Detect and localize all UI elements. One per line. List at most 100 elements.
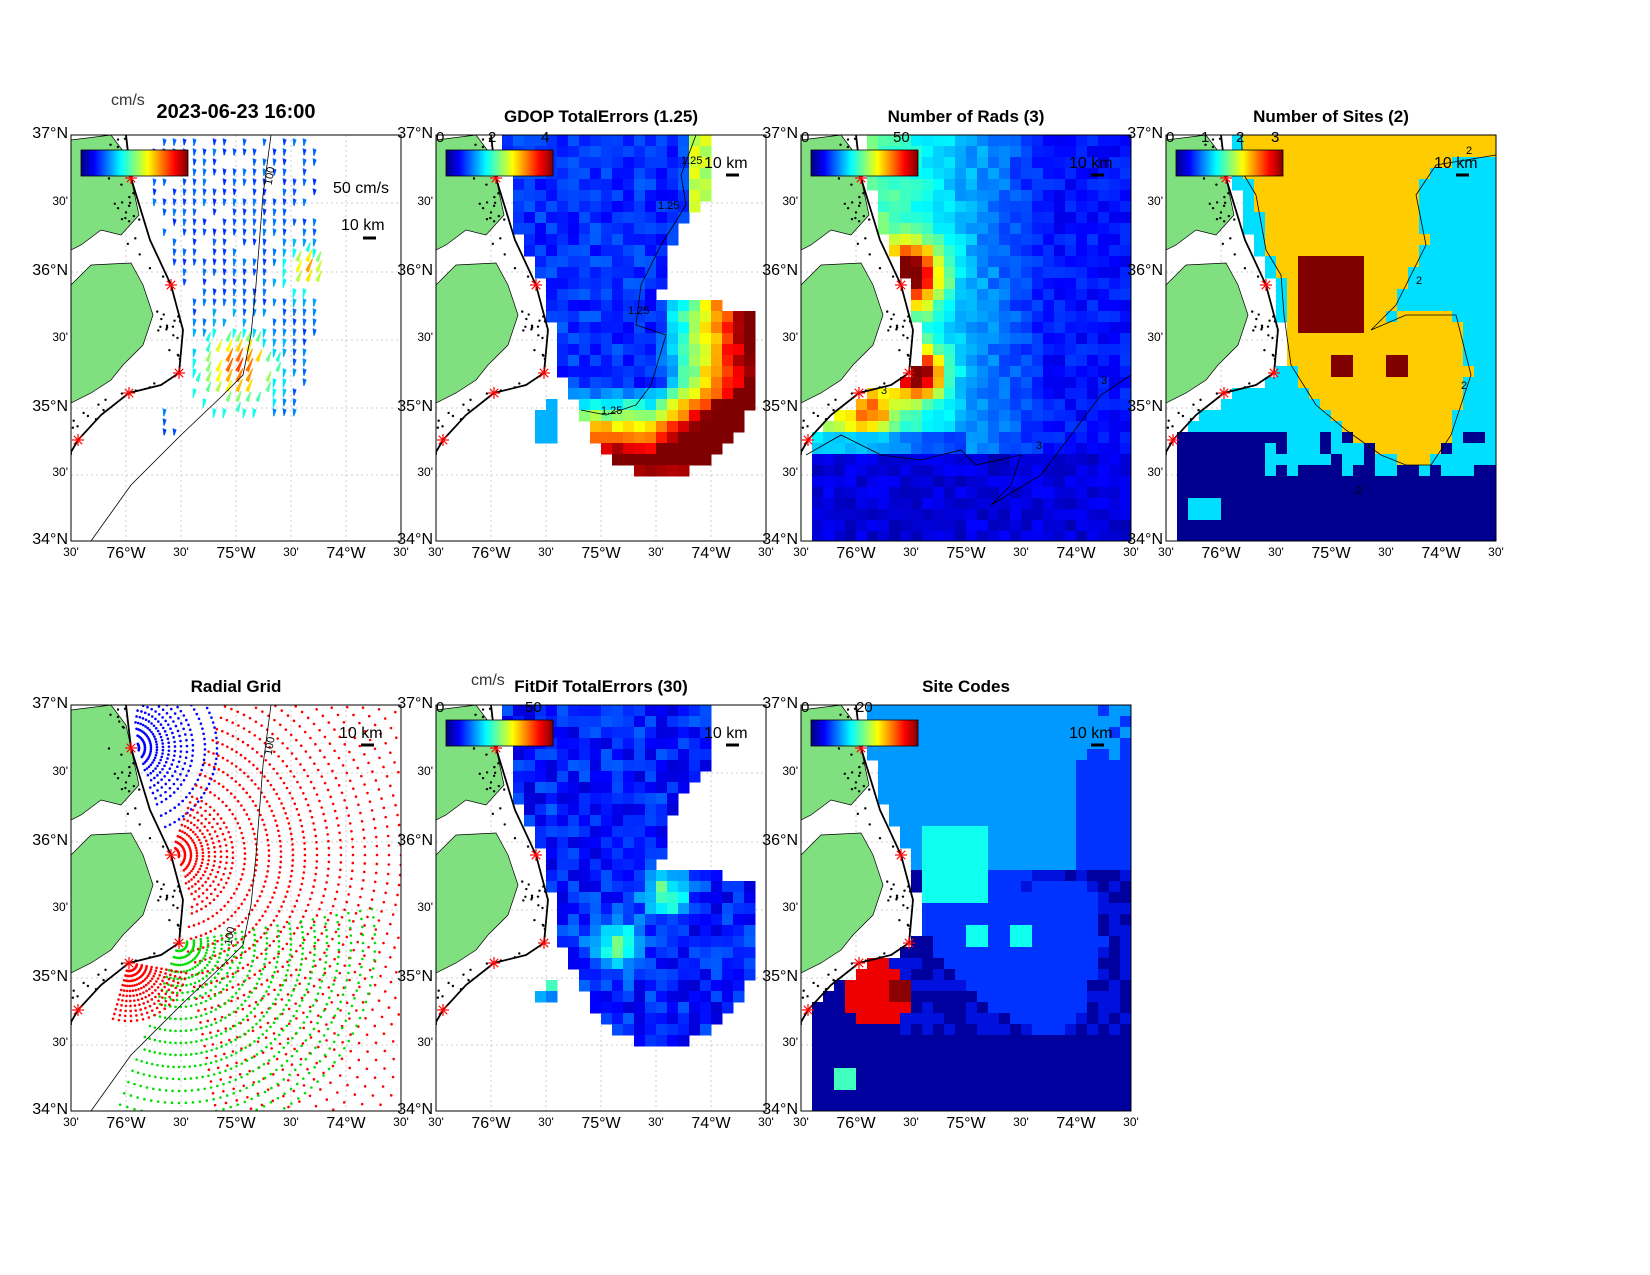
radial-grid-point <box>193 965 197 969</box>
heatmap-cell <box>590 421 602 433</box>
heatmap-cell <box>1043 366 1055 378</box>
heatmap-cell <box>1386 322 1398 334</box>
heatmap-cell <box>1232 476 1244 488</box>
heatmap-cell <box>1298 509 1310 521</box>
heatmap-cell <box>1243 465 1255 477</box>
heatmap-cell <box>1076 355 1088 367</box>
radial-grid-point <box>197 895 201 898</box>
heatmap-cell <box>1485 212 1496 224</box>
radial-grid-point <box>192 875 196 879</box>
radial-grid-point <box>331 1108 335 1111</box>
coast-dot <box>481 138 485 141</box>
coast-dot <box>1219 216 1222 220</box>
radial-grid-point <box>382 941 385 945</box>
heatmap-cell <box>535 421 547 433</box>
radial-grid-point <box>184 812 188 815</box>
radial-grid-point <box>226 745 229 749</box>
heatmap-cell <box>1043 410 1055 422</box>
radial-grid-point <box>180 823 184 827</box>
radial-grid-point <box>313 929 316 933</box>
heatmap-cell <box>977 421 989 433</box>
radial-grid-point <box>261 997 264 1000</box>
heatmap-cell <box>1109 146 1121 158</box>
heatmap-cell <box>977 289 989 301</box>
radial-grid-point <box>191 958 195 962</box>
heatmap-cell <box>1441 454 1453 466</box>
heatmap-cell <box>1331 256 1343 268</box>
panel-title: Number of Rads (3) <box>887 107 1045 126</box>
current-vector <box>302 238 307 247</box>
heatmap-cell <box>1320 509 1332 521</box>
heatmap-cell <box>1375 157 1387 169</box>
heatmap-cell <box>678 168 690 180</box>
heatmap-cell <box>933 344 945 356</box>
heatmap-cell <box>911 399 923 411</box>
heatmap-cell <box>623 388 635 400</box>
heatmap-cell <box>645 465 657 477</box>
heatmap-cell <box>1364 333 1376 345</box>
heatmap-cell <box>612 278 624 290</box>
heatmap-cell <box>999 135 1011 147</box>
radial-grid-point <box>360 774 363 778</box>
heatmap-cell <box>999 388 1011 400</box>
radial-grid-point <box>313 879 317 882</box>
heatmap-cell <box>1463 366 1475 378</box>
current-vector <box>212 198 217 208</box>
radial-grid-point <box>228 871 232 875</box>
heatmap-cell <box>1485 377 1496 389</box>
radial-grid-point <box>219 860 222 864</box>
radial-grid-point <box>372 889 376 893</box>
radial-grid-point <box>227 876 230 880</box>
current-vector <box>292 368 297 377</box>
contour-label: 2 <box>1416 275 1423 287</box>
radial-grid-point <box>298 982 301 985</box>
radial-grid-point <box>207 750 210 753</box>
radial-grid-point <box>266 905 270 909</box>
heatmap-cell <box>700 377 712 389</box>
radial-grid-point <box>315 847 319 850</box>
radial-grid-point <box>299 786 302 789</box>
heatmap-cell <box>535 135 547 147</box>
radial-grid-point <box>216 960 219 964</box>
heatmap-cell <box>1210 498 1222 510</box>
coast-dot <box>94 988 98 991</box>
radial-grid-point <box>384 741 387 745</box>
heatmap-cell <box>977 168 989 180</box>
heatmap-cell <box>834 454 846 466</box>
coast-dot <box>812 411 815 415</box>
heatmap-cell <box>1287 454 1299 466</box>
radial-grid-point <box>351 869 354 873</box>
heatmap-cell <box>1032 190 1044 202</box>
heatmap-cell <box>1474 355 1486 367</box>
current-vector <box>272 398 277 408</box>
radial-grid-point <box>352 758 356 762</box>
radial-grid-point <box>308 756 312 759</box>
heatmap-cell <box>1342 377 1354 389</box>
heatmap-cell <box>1463 135 1475 147</box>
coast-dot <box>898 348 901 352</box>
radial-grid-point <box>326 788 330 792</box>
current-vector <box>235 378 243 393</box>
radial-grid-point <box>177 1077 181 1081</box>
radial-grid-point <box>277 1050 281 1054</box>
heatmap-cell <box>1199 432 1211 444</box>
radial-grid-point <box>217 839 221 843</box>
heatmap-cell <box>1265 179 1277 191</box>
radial-grid-point <box>179 744 183 748</box>
current-vector <box>242 328 247 339</box>
heatmap-cell <box>1430 223 1442 235</box>
heatmap-cell <box>1043 179 1055 191</box>
radial-grid-point <box>189 856 193 860</box>
radial-grid-point <box>325 881 328 884</box>
heatmap-cell <box>922 498 934 510</box>
radial-grid-point <box>339 1009 342 1012</box>
radial-grid-point <box>199 1063 202 1067</box>
heatmap-cell <box>1265 190 1277 202</box>
radial-grid-point <box>207 782 211 786</box>
heatmap-cell <box>1010 201 1022 213</box>
heatmap-cell <box>1452 355 1464 367</box>
radial-grid-point <box>290 994 293 997</box>
radial-grid-point <box>203 1044 206 1048</box>
radial-grid-point <box>236 1007 240 1010</box>
heatmap-cell <box>955 267 967 279</box>
